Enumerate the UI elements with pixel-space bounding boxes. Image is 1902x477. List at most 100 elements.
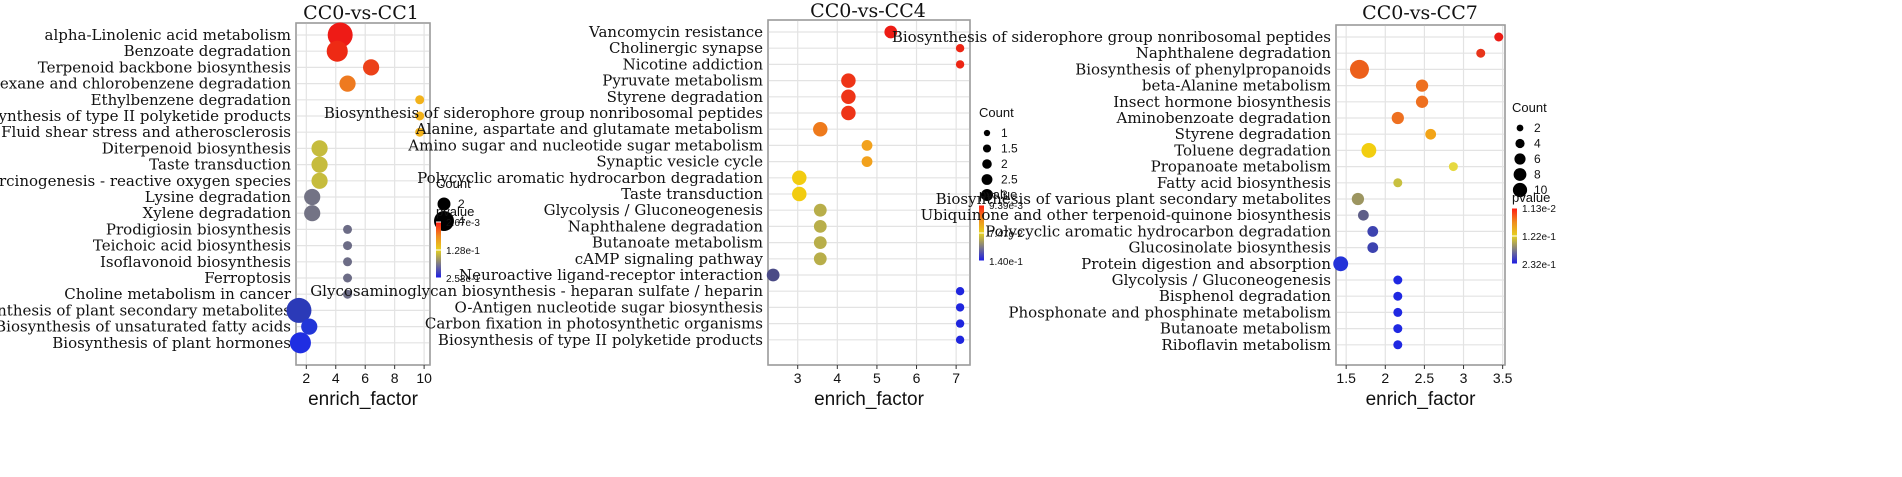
pvalue-legend-title: pvalue [1512, 190, 1550, 205]
x-tick-label: 3 [1460, 370, 1468, 386]
data-point [304, 188, 321, 206]
term-label: Glycolysis / Gluconeogenesis [544, 201, 763, 219]
term-label: Biosynthesis of siderophore group nonrib… [324, 104, 763, 122]
term-label: Neuroactive ligand-receptor interaction [459, 266, 763, 284]
data-point [304, 205, 321, 222]
term-label: Butanoate metabolism [592, 234, 763, 252]
panel-title: CC0-vs-CC4 [810, 0, 926, 22]
size-legend-label: 2.5 [1001, 173, 1018, 187]
panel-title: CC0-vs-CC1 [303, 2, 419, 24]
size-legend-title: Count [979, 105, 1014, 120]
panel-cc0-vs-cc7: CC0-vs-CC7 Biosynthesis of siderophore gr… [892, 2, 1557, 410]
data-point [861, 139, 873, 151]
term-label: Teichoic acid biosynthesis [93, 237, 291, 255]
term-label: Biosynthesis of unsaturated fatty acids [0, 318, 291, 336]
term-label: Naphthalene degradation [568, 217, 764, 235]
term-label: Butanoate metabolism [1160, 320, 1331, 338]
data-point [415, 95, 425, 105]
data-point [286, 297, 312, 323]
term-label: Riboflavin metabolism [1161, 336, 1331, 354]
size-legend-label: 1 [1001, 126, 1008, 140]
term-label: Biosynthesis of plant hormones [52, 334, 291, 352]
size-legend-label: 1.5 [1001, 142, 1018, 156]
data-point [955, 335, 965, 344]
data-point [813, 121, 828, 137]
data-point [339, 75, 356, 92]
data-point [955, 319, 965, 328]
size-legend: Count 1 1.52 2.53 [979, 105, 1018, 202]
plot-border [295, 22, 431, 366]
term-label: Aminobenzoate degradation [1116, 109, 1332, 127]
size-legend-label: 6 [1534, 152, 1541, 166]
data-point [343, 224, 353, 234]
data-point [1476, 48, 1486, 58]
size-legend-label: 2 [458, 197, 465, 211]
term-label: Alanine, aspartate and glutamate metabol… [415, 120, 763, 138]
term-label: Isoflavonoid biosynthesis [100, 253, 291, 271]
data-point [343, 257, 353, 267]
term-label: Amino sugar and nucleotide sugar metabol… [407, 136, 763, 154]
data-point [1415, 79, 1429, 92]
data-point [955, 44, 965, 53]
size-legend-dot [1516, 124, 1524, 132]
term-label: Choline metabolism in cancer [64, 285, 292, 303]
term-label: Biosynthesis of various plant secondary … [936, 190, 1331, 208]
plot-border [1335, 24, 1506, 366]
term-label: Pyruvate metabolism [602, 72, 763, 90]
size-legend-dot [1514, 153, 1526, 165]
x-tick-label: 7 [952, 370, 960, 386]
term-label: Prodigiosin biosynthesis [106, 220, 291, 238]
term-label: Ethylbenzene degradation [91, 91, 292, 109]
term-label: Glycosaminoglycan biosynthesis - heparan… [310, 282, 763, 300]
term-label: Taste transduction [149, 156, 291, 174]
x-tick-label: 10 [416, 370, 432, 386]
size-legend: Count 2 46 810 [1512, 100, 1548, 198]
term-label: Lysine degradation [145, 188, 292, 206]
size-legend-title: Count [436, 176, 471, 191]
data-point [1415, 95, 1429, 108]
data-point [813, 203, 827, 217]
size-legend-label: 8 [1534, 168, 1541, 182]
size-legend-label: 2 [1534, 121, 1541, 135]
size-legend-dot [982, 144, 992, 153]
x-axis-label: enrich_factor [1366, 389, 1477, 410]
data-point [311, 172, 328, 189]
term-label: Nicotine addiction [623, 55, 764, 73]
term-label: Propanoate metabolism [1151, 158, 1331, 176]
term-label: Biosynthesis of siderophore group nonrib… [892, 28, 1331, 46]
x-tick-label: 3 [794, 370, 802, 386]
term-label: Terpenoid backbone biosynthesis [38, 58, 291, 76]
colorbar-label: 2.32e-1 [1522, 260, 1556, 271]
term-label: Diterpenoid biosynthesis [102, 139, 291, 157]
size-legend-dot [981, 174, 993, 185]
pvalue-legend-title: pvalue [979, 187, 1017, 202]
data-point [766, 268, 780, 282]
term-label: Xylene degradation [143, 204, 292, 222]
data-point [813, 236, 827, 249]
data-point [326, 40, 348, 62]
data-point [955, 287, 965, 296]
x-axis-label: enrich_factor [814, 389, 925, 410]
term-label: Phosphonate and phosphinate metabolism [1008, 303, 1331, 321]
size-legend-label: 3 [1001, 188, 1008, 202]
x-tick-label: 2 [1381, 370, 1389, 386]
data-point [1393, 178, 1403, 188]
term-label: Taste transduction [621, 185, 763, 203]
data-point [1333, 256, 1349, 272]
data-point [363, 59, 380, 76]
data-point [861, 156, 873, 168]
term-label: Polycyclic aromatic hydrocarbon degradat… [417, 169, 763, 187]
x-axis-label: enrich_factor [308, 389, 419, 410]
x-tick-label: 1.5 [1336, 370, 1356, 386]
term-label: beta-Alanine metabolism [1142, 77, 1331, 95]
size-legend-label: 4 [458, 214, 465, 228]
colorbar-label: 1.40e-1 [989, 257, 1023, 268]
data-point [955, 303, 965, 312]
size-legend-dot [1515, 138, 1525, 149]
size-legend-dot [1512, 182, 1528, 198]
term-label: Naphthalene degradation [1136, 44, 1332, 62]
size-legend-title: Count [1512, 100, 1547, 115]
size-legend-label: 4 [1534, 137, 1541, 151]
panel-cc0-vs-cc4: CC0-vs-CC4 Vancomycin resistanceCholinerg… [310, 0, 1023, 410]
